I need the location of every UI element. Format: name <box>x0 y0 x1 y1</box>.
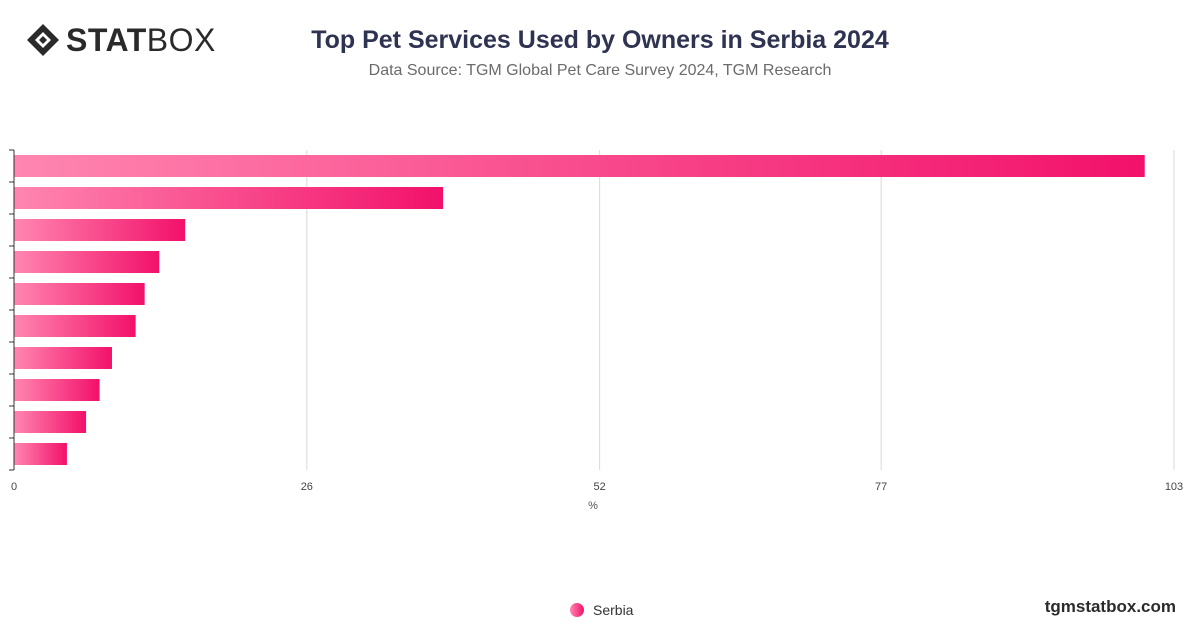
x-tick-label: 26 <box>301 481 313 493</box>
logo-wordmark-light: BOX <box>146 22 216 58</box>
x-tick-label: 103 <box>1165 481 1183 493</box>
bar[interactable] <box>14 187 444 209</box>
bar[interactable] <box>14 347 112 369</box>
bar[interactable] <box>14 411 87 433</box>
legend-marker <box>570 603 584 617</box>
bar[interactable] <box>14 155 1145 177</box>
statbox-logo: STATBOX <box>26 22 216 58</box>
chart-title: Top Pet Services Used by Owners in Serbi… <box>311 26 889 54</box>
bar[interactable] <box>14 379 100 401</box>
bars <box>14 155 1145 465</box>
bar[interactable] <box>14 315 136 337</box>
axes: 0 26 52 77 103% <box>9 149 1183 512</box>
logo-wordmark: STATBOX <box>66 22 216 58</box>
x-tick-label: 77 <box>875 481 887 493</box>
legend[interactable]: Serbia <box>570 602 633 618</box>
x-axis-title: % <box>588 500 598 512</box>
legend-label-serbia: Serbia <box>593 602 634 618</box>
logo-wordmark-bold: STAT <box>66 22 147 58</box>
x-tick-label: 52 <box>594 481 606 493</box>
site-url: tgmstatbox.com <box>1044 597 1176 616</box>
bar[interactable] <box>14 443 67 465</box>
bar[interactable] <box>14 251 160 273</box>
chart-subtitle: Data Source: TGM Global Pet Care Survey … <box>368 62 832 79</box>
statbox-diamond-icon <box>27 24 59 56</box>
bar[interactable] <box>14 219 186 241</box>
x-tick-label: 0 <box>11 481 17 493</box>
bar[interactable] <box>14 283 145 305</box>
